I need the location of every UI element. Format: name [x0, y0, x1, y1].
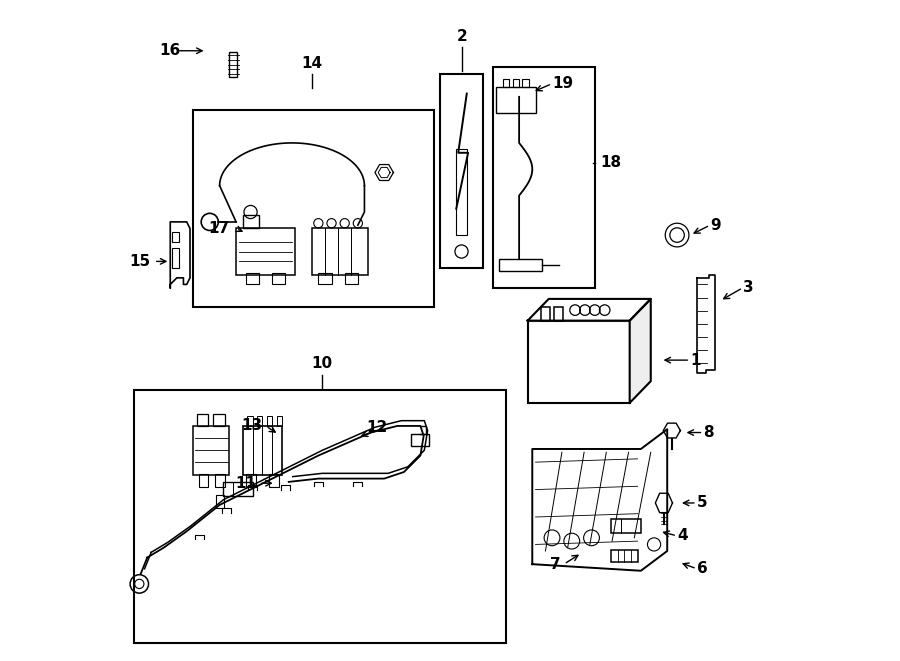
Bar [223, 482, 253, 496]
Bar [456, 149, 467, 235]
Text: 19: 19 [552, 76, 573, 91]
Text: 18: 18 [600, 155, 621, 170]
Bar [541, 307, 550, 321]
Text: 13: 13 [241, 418, 263, 434]
Bar [345, 272, 358, 284]
Bar [267, 416, 273, 426]
Bar [199, 474, 209, 487]
Bar [172, 232, 179, 242]
Text: 17: 17 [209, 221, 230, 236]
Bar [216, 495, 224, 508]
Text: 7: 7 [550, 557, 561, 572]
Bar [269, 474, 279, 487]
Text: 9: 9 [710, 217, 721, 233]
Bar [172, 249, 179, 268]
Polygon shape [527, 299, 651, 321]
Text: 4: 4 [677, 528, 688, 543]
Bar [215, 474, 225, 487]
Bar [496, 87, 536, 113]
Text: 11: 11 [235, 476, 256, 490]
Bar [194, 110, 434, 307]
Bar [493, 67, 595, 288]
Bar [503, 79, 509, 87]
Bar [246, 474, 256, 487]
Bar [527, 321, 630, 403]
Polygon shape [630, 299, 651, 403]
Text: 8: 8 [704, 425, 714, 440]
Bar [311, 229, 368, 274]
Text: 3: 3 [742, 280, 753, 295]
Bar [500, 259, 542, 271]
Bar [194, 426, 230, 475]
Bar [554, 307, 563, 321]
Bar [243, 215, 259, 229]
Bar [512, 79, 519, 87]
Bar [319, 272, 331, 284]
Bar [277, 416, 283, 426]
Bar [134, 390, 506, 643]
Bar [248, 416, 253, 426]
Bar [410, 434, 429, 446]
Bar [611, 519, 641, 533]
Text: 12: 12 [366, 420, 388, 436]
Text: 14: 14 [302, 56, 322, 71]
Text: 5: 5 [697, 496, 707, 510]
Text: 1: 1 [690, 352, 701, 368]
Bar [440, 74, 483, 268]
Bar [213, 414, 225, 426]
Bar [243, 426, 283, 475]
Bar [230, 52, 238, 77]
Bar [273, 272, 285, 284]
Text: 10: 10 [311, 356, 332, 371]
Text: 2: 2 [456, 29, 467, 44]
Polygon shape [532, 429, 667, 570]
Bar [611, 551, 637, 563]
Text: 6: 6 [697, 561, 707, 576]
Text: 16: 16 [159, 43, 181, 58]
Bar [196, 414, 209, 426]
Bar [246, 272, 259, 284]
Bar [522, 79, 529, 87]
Bar [236, 229, 295, 274]
Text: 15: 15 [130, 254, 150, 269]
Bar [257, 416, 263, 426]
